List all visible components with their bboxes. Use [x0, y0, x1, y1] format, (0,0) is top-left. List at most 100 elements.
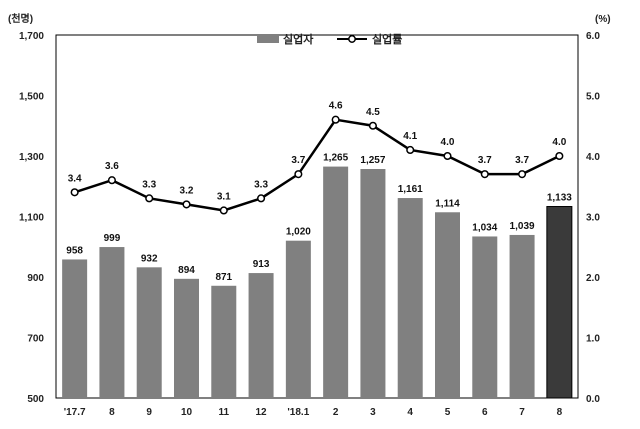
- y-tick-label: 1,500: [19, 92, 44, 103]
- line-point: [182, 200, 191, 209]
- line-value-label: 4.1: [403, 131, 417, 142]
- bar-value-label: 1,020: [286, 227, 311, 238]
- bar: [435, 212, 460, 398]
- bar-value-label: 894: [178, 265, 195, 276]
- bar: [509, 234, 535, 398]
- bar: [174, 278, 199, 398]
- bar: [62, 259, 88, 398]
- line-value-label: 3.3: [254, 179, 268, 190]
- bar-value-label: 1,039: [510, 221, 535, 232]
- bar: [211, 285, 237, 398]
- line-point: [70, 188, 79, 197]
- x-tick-label: 6: [482, 407, 488, 418]
- bar: [546, 206, 573, 399]
- y2-tick-label: 5.0: [586, 92, 600, 103]
- line-labels: 3.4 3.6 3.3 3.2 3.1 3.3 3.7 4.6 4.5 4.1 4.0 3.7 3.7 4…: [68, 101, 567, 203]
- line-point: [368, 121, 377, 130]
- unemployment-rate-line: [74, 118, 560, 212]
- bar-value-label: 1,265: [323, 153, 348, 164]
- y-tick-label: 900: [27, 273, 44, 284]
- y2-tick-label: 6.0: [586, 31, 600, 42]
- y2-axis-ticks: 0.0 1.0 2.0 3.0 4.0 5.0 6.0: [586, 31, 600, 405]
- y-axis-unit: (천명): [8, 12, 33, 25]
- x-tick-label: 12: [256, 407, 268, 418]
- y-tick-label: 700: [27, 334, 44, 345]
- y-tick-label: 1,100: [19, 213, 44, 224]
- line-value-label: 3.1: [217, 191, 231, 202]
- line-value-label: 3.7: [291, 155, 305, 166]
- y2-tick-label: 3.0: [586, 213, 600, 224]
- line-value-label: 3.7: [515, 155, 529, 166]
- line-series: [70, 115, 564, 215]
- line-point: [294, 170, 303, 179]
- bar-value-label: 1,133: [547, 193, 572, 204]
- bar: [248, 273, 274, 398]
- x-tick-label: '17.7: [64, 407, 86, 418]
- x-tick-label: 4: [407, 407, 413, 418]
- line-point: [443, 151, 452, 161]
- y2-tick-label: 1.0: [586, 334, 600, 345]
- bar: [360, 169, 386, 398]
- bar-value-label: 1,161: [398, 184, 423, 195]
- line-point: [555, 151, 564, 161]
- bar-value-label: 913: [253, 259, 270, 270]
- line-point: [257, 194, 266, 203]
- line-value-label: 3.7: [478, 155, 492, 166]
- x-tick-label: 10: [181, 407, 193, 418]
- line-point: [107, 176, 116, 185]
- y2-tick-label: 0.0: [586, 394, 600, 405]
- legend: 실업자 실업률: [257, 32, 402, 46]
- x-tick-label: 8: [109, 407, 115, 418]
- x-tick-label: 2: [333, 407, 339, 418]
- bar: [323, 166, 349, 398]
- x-tick-label: 7: [519, 407, 525, 418]
- line-value-label: 3.6: [105, 161, 119, 172]
- bar-value-label: 871: [215, 272, 232, 283]
- bar-value-label: 1,257: [360, 155, 385, 166]
- bars: [62, 166, 573, 399]
- y-tick-label: 500: [27, 394, 44, 405]
- bar-value-label: 932: [141, 253, 158, 264]
- line-value-label: 3.3: [142, 179, 156, 190]
- bar: [397, 198, 423, 398]
- legend-bar-label: 실업자: [283, 32, 314, 46]
- line-value-label: 3.2: [180, 185, 194, 196]
- x-tick-label: 8: [557, 407, 563, 418]
- line-point: [406, 145, 415, 154]
- x-tick-label: 9: [146, 407, 152, 418]
- line-point: [331, 115, 340, 124]
- line-value-label: 4.0: [552, 137, 566, 148]
- legend-bar-swatch: [257, 35, 279, 43]
- x-axis-ticks: '17.7 8 9 10 11 12 '18.1 2 3 4 5 6 7 8: [64, 407, 563, 418]
- line-point: [480, 170, 489, 179]
- line-point: [219, 206, 228, 215]
- bar-value-label: 1,114: [435, 198, 460, 209]
- y2-tick-label: 2.0: [586, 273, 600, 284]
- x-tick-label: 3: [370, 407, 376, 418]
- legend-line-label: 실업률: [372, 32, 402, 46]
- plot-area-frame: [55, 34, 579, 399]
- bar-labels: 958 999 932 894 871 913 1,020 1,265 1,257 1,161 1,…: [66, 153, 572, 283]
- y2-axis-unit: (%): [595, 14, 611, 25]
- x-tick-label: '18.1: [287, 407, 309, 418]
- bar: [285, 240, 311, 398]
- line-value-label: 4.5: [366, 107, 380, 118]
- bar-value-label: 999: [104, 233, 121, 244]
- line-value-label: 4.0: [441, 137, 455, 148]
- x-tick-label: 5: [445, 407, 451, 418]
- bar-value-label: 1,034: [472, 222, 497, 233]
- y-tick-label: 1,300: [19, 152, 44, 163]
- bar-value-label: 958: [66, 245, 83, 256]
- bar: [99, 247, 125, 398]
- y-tick-label: 1,700: [19, 31, 44, 42]
- bar: [136, 267, 162, 398]
- line-value-label: 4.6: [329, 101, 343, 112]
- line-value-label: 3.4: [68, 173, 82, 184]
- y2-tick-label: 4.0: [586, 152, 600, 163]
- y-axis-ticks: 500 700 900 1,100 1,300 1,500 1,700: [19, 31, 44, 405]
- line-point: [518, 170, 527, 179]
- x-tick-label: 11: [218, 407, 229, 418]
- bar: [472, 236, 498, 398]
- legend-line-marker: [348, 35, 356, 43]
